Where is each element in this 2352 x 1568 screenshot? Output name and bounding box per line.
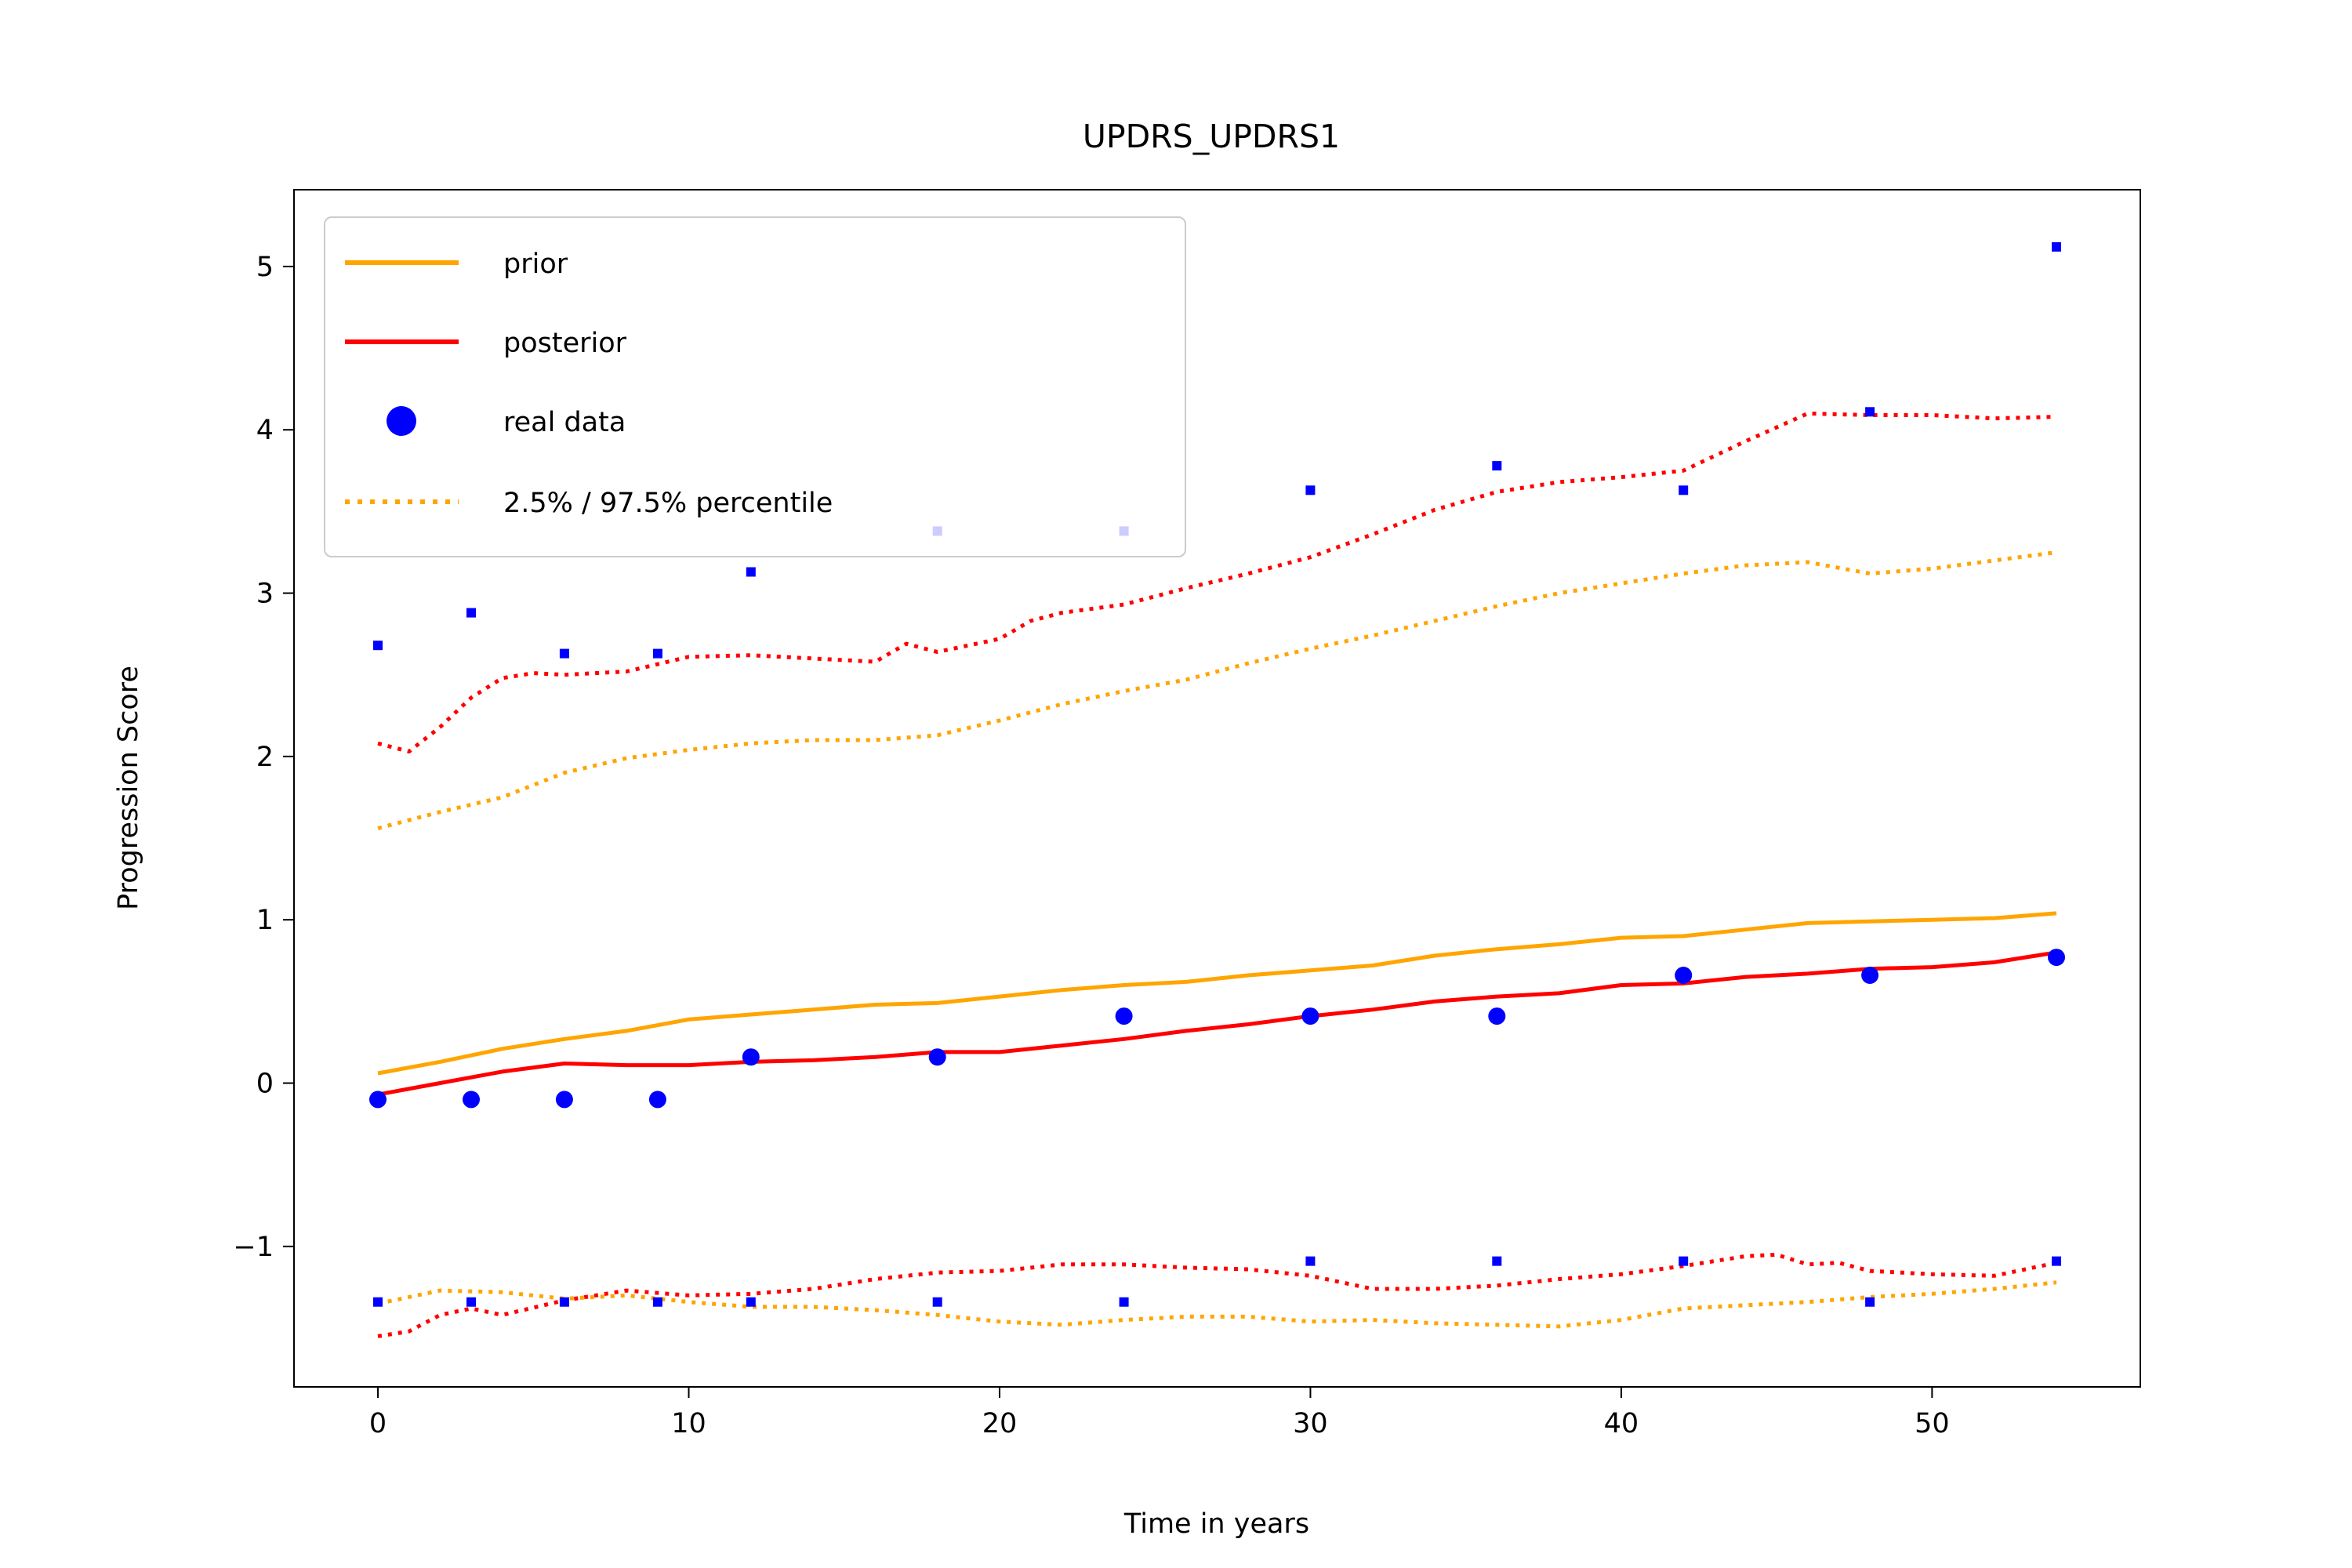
legend-posterior-label: posterior [503,328,627,359]
y-tick-label: 2 [256,742,274,773]
axis-ticks: 0 10 20 30 40 50 −1 0 1 2 3 4 5 [233,252,1949,1439]
x-tick-label: 0 [369,1408,387,1439]
sample-point [652,648,662,659]
sample-point [559,648,569,659]
sample-point [1679,485,1689,495]
sample-point [466,608,476,618]
real-data-point [742,1048,760,1066]
real-data-point [463,1091,480,1109]
sample-point [559,1297,569,1307]
legend-box [324,216,1186,557]
sample-point [746,1297,756,1307]
plot-area [369,241,2065,1338]
series-line-prior [377,911,2057,1076]
sample-point [373,641,383,651]
legend-2-5-97-5-percentile-label: 2.5% / 97.5% percentile [503,488,833,519]
x-tick-label: 20 [982,1408,1018,1439]
x-tick-label: 30 [1293,1408,1328,1439]
series-line-posterior-2-5- [377,1252,2057,1338]
legend: prior posterior real data 2.5% / 97.5% perc… [324,216,1186,557]
sample-point [932,1297,942,1307]
sample-point [1865,407,1875,417]
sample-point [1119,1297,1129,1307]
legend-real-data-label: real data [503,407,626,438]
chart-title: UPDRS_UPDRS1 [1083,118,1340,155]
x-tick-label: 50 [1915,1408,1950,1439]
real-data-point [1861,967,1879,984]
legend-prior-label: prior [503,249,568,280]
sample-point [2052,241,2061,252]
sample-point [1865,1297,1875,1307]
x-tick-label: 10 [671,1408,706,1439]
sample-point [373,1297,383,1307]
real-data-point [1488,1007,1506,1025]
real-data-point [1115,1007,1133,1025]
sample-point [2052,1256,2061,1266]
x-tick-label: 40 [1604,1408,1639,1439]
y-tick-label: 4 [256,415,274,446]
series-line-posterior [377,950,2057,1097]
sample-point [1492,1256,1502,1266]
sample-point [1305,1256,1316,1266]
real-data-point [928,1048,946,1066]
plot-frame [293,189,2141,1388]
sample-point [1492,461,1502,471]
x-axis-label: Time in years [1123,1508,1309,1540]
y-tick-label: 0 [256,1069,274,1100]
y-tick-label: 1 [256,905,274,936]
y-tick-label: −1 [233,1232,274,1263]
legend-real-data-marker [387,406,416,436]
y-tick-label: 5 [256,252,274,283]
real-data-point [648,1091,666,1109]
sample-point [746,567,756,577]
series-line-prior-97-5- [377,550,2057,830]
real-data-point [2048,949,2065,967]
real-data-point [1675,967,1693,984]
real-data-point [369,1091,387,1109]
sample-point [1305,485,1316,495]
y-axis-label: Progression Score [113,666,144,910]
y-tick-label: 3 [256,579,274,610]
real-data-point [1301,1007,1319,1025]
sample-point [652,1297,662,1307]
real-data-point [555,1091,573,1109]
sample-point [466,1297,476,1307]
sample-point [1679,1256,1689,1266]
